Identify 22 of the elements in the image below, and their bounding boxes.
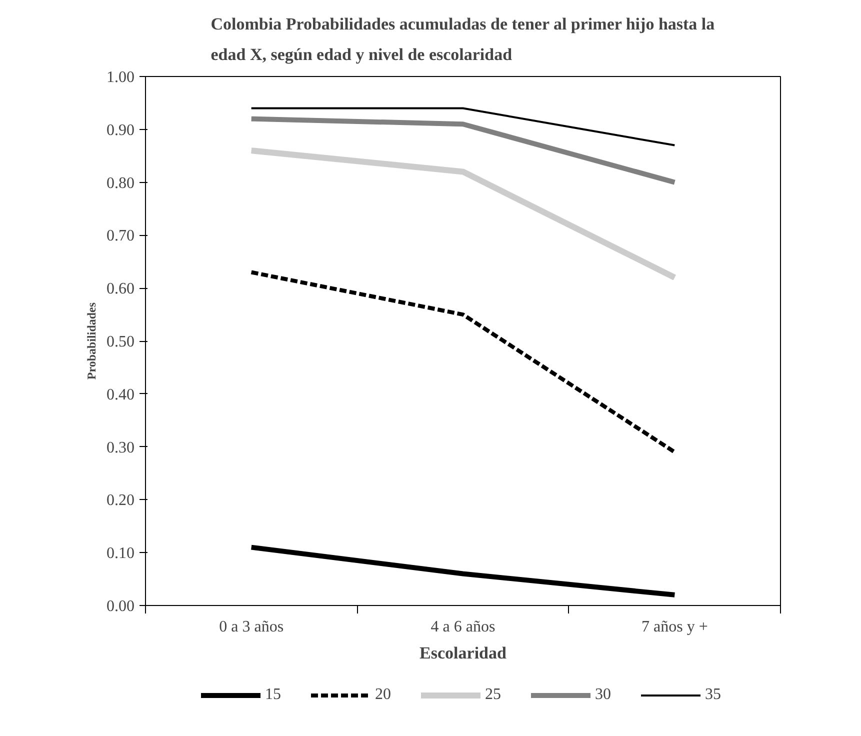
y-tick-label: 0.90 [106,122,134,139]
y-tick-label: 0.80 [106,174,134,192]
y-tick-label: 0.40 [106,386,134,404]
y-tick-label: 0.20 [106,492,134,510]
x-tick-label: 4 a 6 años [430,618,496,636]
y-tick-label: 0.70 [106,228,134,245]
x-tick-label: 7 años y + [641,618,708,636]
y-tick-label: 0.00 [106,598,134,615]
y-tick-label: 0.60 [106,280,134,298]
chart-title: Colombia Probabilidades acumuladas de tener al primer hijo hasta la edad X, según edad y nivel de escolaridad [210,14,716,64]
x-tick-label: 0 a 3 años [219,618,284,636]
y-tick-label: 1.00 [106,69,134,86]
y-tick-label: 0.30 [106,439,134,456]
y-tick-label: 0.10 [106,545,134,562]
legend-label: 20 [375,685,392,705]
legend-label: 25 [485,685,502,705]
legend-label: 35 [705,685,722,705]
y-axis-title: Probabilidades [84,302,98,380]
y-tick-label: 0.50 [106,334,134,350]
legend-label: 30 [595,685,612,705]
x-axis-title: Escolaridad [420,644,507,662]
legend-label: 15 [265,685,282,705]
